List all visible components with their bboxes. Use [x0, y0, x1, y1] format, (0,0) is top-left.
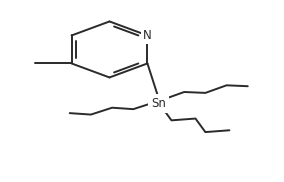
- Text: N: N: [143, 29, 152, 42]
- Text: Sn: Sn: [151, 97, 166, 110]
